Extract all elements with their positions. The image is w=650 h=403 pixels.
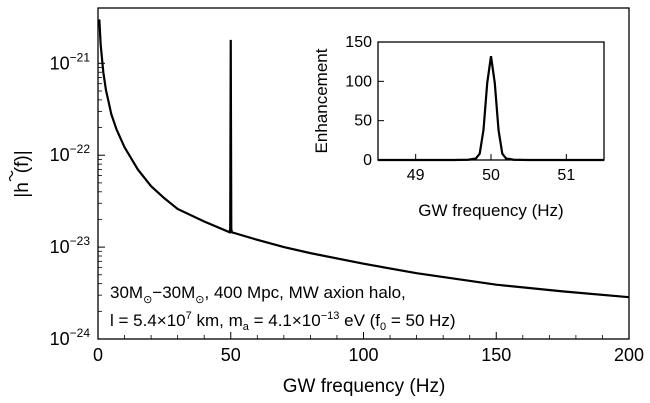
inset-y-tick-label: 0	[363, 152, 372, 169]
annotation-line-1: 30M⊙−30M⊙, 400 Mpc, MW axion halo,	[110, 283, 406, 306]
y-axis-title-tail: (f)|	[12, 150, 33, 173]
main-series-line	[98, 19, 630, 299]
svg-text:|h(f)|: |h (f)|	[12, 150, 33, 197]
main-y-tick-label: 10−21	[50, 50, 91, 73]
y-axis-tilde-mark	[8, 170, 14, 182]
main-x-tick-label: 50	[221, 345, 241, 365]
inset-axis-ticks: 49 50 51 0 50 100 150	[345, 34, 575, 184]
main-axis-ticks: 0 50 100 150 200 10−21 10−22 10−23 10−24	[50, 50, 644, 365]
inset-x-axis-title: GW frequency (Hz)	[418, 201, 563, 220]
inset-y-tick-label: 50	[354, 113, 372, 130]
inset-y-tick-label: 150	[345, 34, 372, 51]
inset-x-tick-label: 49	[407, 167, 425, 184]
main-y-tick-label: 10−24	[50, 326, 91, 349]
inset-x-tick-label: 51	[557, 167, 575, 184]
inset-x-tick-label: 50	[482, 167, 500, 184]
main-y-tick-label: 10−23	[50, 234, 91, 257]
main-x-tick-label: 100	[348, 345, 378, 365]
inset-series-line	[378, 56, 604, 162]
main-x-axis-title: GW frequency (Hz)	[283, 376, 446, 397]
inset-y-axis-title: Enhancement	[312, 48, 331, 153]
y-axis-title-base: |h	[12, 182, 33, 198]
annotation-line-2: l = 5.4×107 km, ma = 4.1×10−13 eV (f0 = …	[110, 310, 456, 333]
main-y-axis-title: |h (f)|	[8, 150, 33, 198]
main-x-tick-label: 150	[481, 345, 511, 365]
main-y-tick-label: 10−22	[50, 142, 91, 165]
main-x-tick-label: 200	[614, 345, 644, 365]
inset-y-tick-label: 100	[345, 73, 372, 90]
main-x-tick-label: 0	[93, 345, 103, 365]
